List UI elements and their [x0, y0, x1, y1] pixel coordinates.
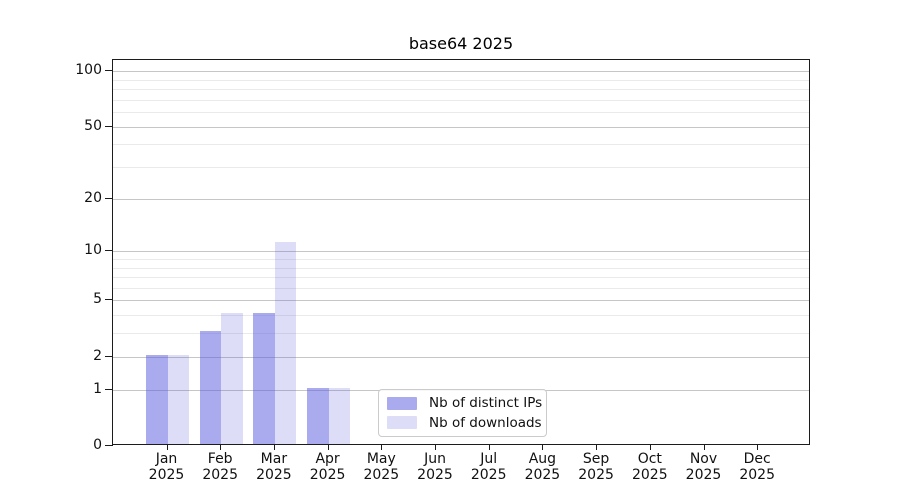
x-tick-mark — [273, 445, 275, 450]
x-tick-label-aug: Aug 2025 — [524, 451, 561, 483]
y-tick-mark — [105, 70, 113, 72]
y-tick-label: 5 — [93, 291, 102, 308]
legend-item-distinct-ips: Nb of distinct IPs — [387, 395, 542, 412]
x-tick-mark — [649, 445, 651, 450]
gridline-major — [113, 356, 809, 358]
x-tick-mark — [166, 445, 168, 450]
bar-jan-s0 — [146, 354, 168, 444]
x-tick-label-sep: Sep 2025 — [578, 451, 614, 483]
y-tick-label: 1 — [93, 380, 102, 397]
x-tick-label-may: May 2025 — [363, 451, 400, 483]
bar-feb-s1 — [221, 313, 243, 444]
legend-label-downloads: Nb of downloads — [429, 414, 542, 431]
y-tick-mark — [105, 355, 113, 357]
x-tick-label-jun: Jun 2025 — [417, 451, 453, 483]
gridline-minor — [113, 89, 809, 91]
x-tick-mark — [596, 445, 598, 450]
y-tick-mark — [105, 197, 113, 199]
x-tick-mark — [703, 445, 705, 450]
x-tick-label-oct: Oct 2025 — [631, 451, 668, 483]
gridline-minor — [113, 333, 809, 335]
gridline-minor — [113, 144, 809, 146]
y-tick-mark — [105, 445, 113, 446]
gridline-minor — [113, 99, 809, 101]
gridline-minor — [113, 287, 809, 289]
x-tick-label-apr: Apr 2025 — [309, 451, 346, 483]
y-tick-mark — [105, 250, 113, 252]
legend-label-distinct-ips: Nb of distinct IPs — [429, 395, 543, 412]
gridline-minor — [113, 277, 809, 279]
x-tick-label-nov: Nov 2025 — [685, 451, 722, 483]
y-tick-label: 50 — [84, 117, 102, 134]
gridline-minor — [113, 79, 809, 81]
bar-apr-s1 — [328, 387, 351, 444]
gridline-major — [113, 300, 809, 302]
gridline-minor — [113, 259, 809, 260]
x-tick-label-jul: Jul 2025 — [470, 451, 507, 483]
gridline-major — [113, 198, 809, 200]
x-tick-label-mar: Mar 2025 — [256, 451, 292, 483]
gridline-minor — [113, 112, 809, 114]
y-tick-mark — [105, 125, 113, 127]
x-tick-mark — [220, 445, 222, 450]
gridline-major — [113, 126, 809, 128]
x-tick-mark — [381, 445, 383, 450]
gridline-major — [113, 71, 809, 73]
legend-swatch-distinct-ips — [387, 396, 417, 410]
bar-jan-s1 — [167, 354, 189, 444]
y-tick-label: 10 — [84, 242, 102, 259]
gridline-minor — [113, 315, 809, 317]
y-tick-label: 100 — [75, 62, 102, 79]
bar-mar-s0 — [253, 313, 275, 444]
y-tick-label: 0 — [93, 437, 102, 453]
legend-item-downloads: Nb of downloads — [387, 415, 542, 432]
gridline-minor — [113, 167, 809, 169]
x-tick-label-jan: Jan 2025 — [148, 451, 185, 483]
legend: Nb of distinct IPs Nb of downloads — [378, 389, 547, 437]
bar-mar-s1 — [274, 242, 297, 444]
gridline-major — [113, 251, 809, 253]
chart-title: base64 2025 — [408, 34, 514, 53]
x-tick-label-dec: Dec 2025 — [739, 451, 775, 483]
y-tick-mark — [105, 388, 113, 390]
y-tick-label: 2 — [93, 347, 102, 364]
x-tick-mark — [488, 445, 490, 450]
y-tick-label: 20 — [84, 189, 102, 206]
bar-apr-s0 — [307, 387, 329, 444]
legend-swatch-downloads — [387, 416, 417, 430]
x-tick-mark — [435, 445, 436, 450]
x-tick-mark — [757, 445, 759, 450]
x-tick-mark — [542, 445, 544, 450]
y-tick-mark — [105, 299, 113, 301]
x-tick-mark — [327, 445, 329, 450]
x-tick-label-feb: Feb 2025 — [202, 451, 238, 483]
plot-area — [112, 59, 810, 445]
bar-feb-s0 — [199, 331, 222, 444]
gridline-minor — [113, 267, 809, 269]
